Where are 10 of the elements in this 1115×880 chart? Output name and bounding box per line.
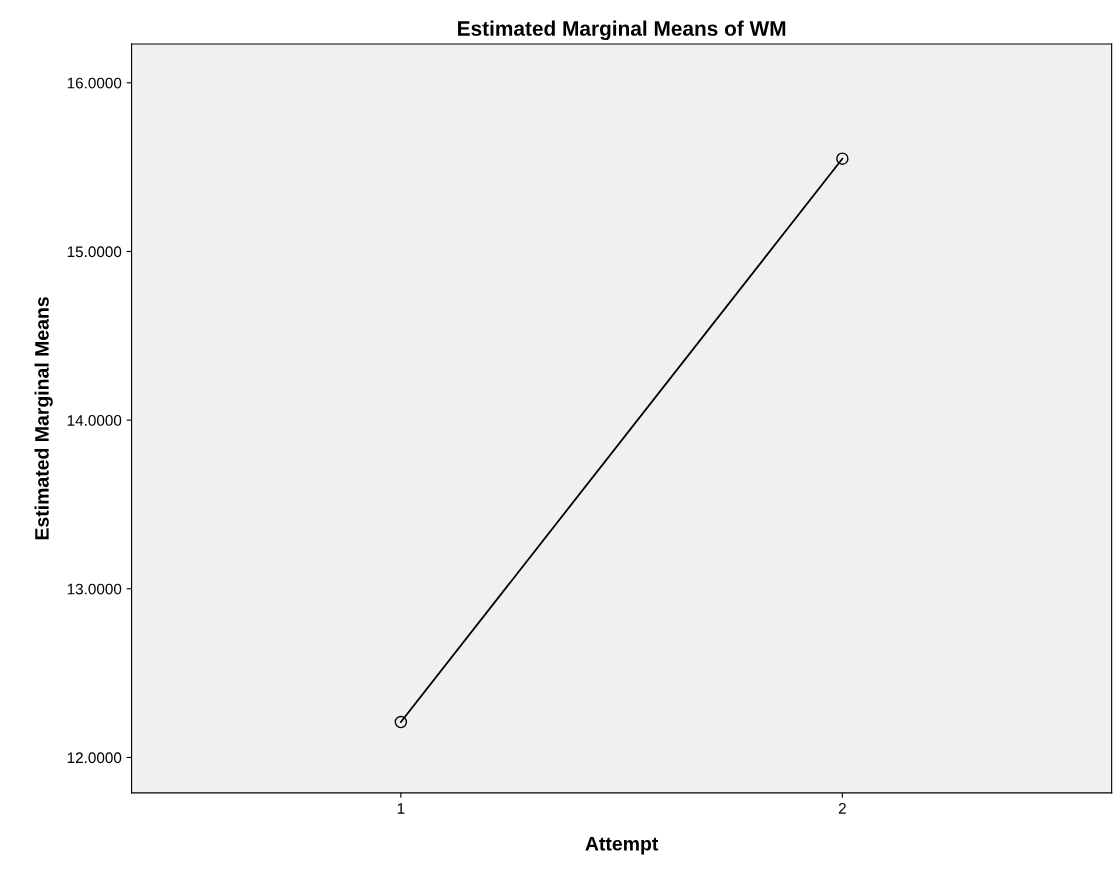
y-tick-label: 13.0000 bbox=[67, 583, 122, 595]
x-tick-label: 2 bbox=[838, 803, 846, 814]
y-axis-title: Estimated Marginal Means bbox=[34, 297, 53, 540]
y-tick-label: 15.0000 bbox=[67, 246, 122, 258]
y-tick-label: 14.0000 bbox=[67, 414, 122, 426]
chart-title: Estimated Marginal Means of WM bbox=[458, 20, 786, 41]
y-tick-label: 16.0000 bbox=[67, 77, 122, 89]
x-tick-label: 1 bbox=[397, 803, 405, 814]
x-axis-title: Attempt bbox=[585, 837, 659, 855]
y-tick-label: 12.0000 bbox=[67, 752, 122, 764]
